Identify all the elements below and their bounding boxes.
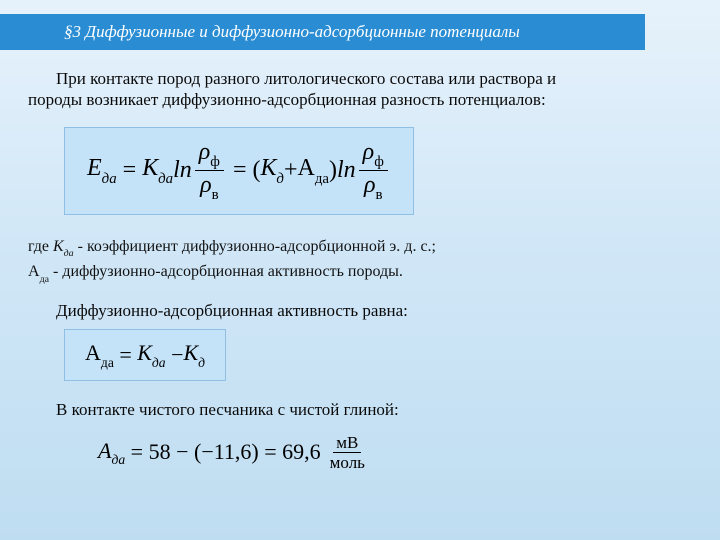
f1-A-sub: да xyxy=(315,171,329,187)
where-block: где Кда - коэффициент диффузионно-адсорб… xyxy=(28,235,692,286)
f2-K2-sub: д xyxy=(198,355,205,370)
where-k: К xyxy=(53,238,64,255)
f1-K-sub: да xyxy=(158,171,173,187)
f3-v2: −11,6 xyxy=(201,439,251,465)
section-title: §3 Диффузионные и диффузионно-адсорбцион… xyxy=(64,22,520,41)
f2-K1: К xyxy=(137,340,152,365)
f3-unit-top: мВ xyxy=(333,434,361,453)
f1-Kd: К xyxy=(260,155,276,181)
f2-K1-sub: да xyxy=(152,355,166,370)
intro-line2: породы возникает диффузионно-адсорбционн… xyxy=(28,89,692,110)
f1-rho-ts: ф xyxy=(210,154,220,170)
f1-rho-b: ρ xyxy=(200,172,212,198)
f3-v1: 58 xyxy=(149,439,171,465)
where-a-sub: да xyxy=(40,274,49,285)
f1-ln1: ln xyxy=(173,157,192,184)
f1-rho-b2: ρ xyxy=(364,172,376,198)
f2-K2: К xyxy=(184,340,199,365)
f1-rho-ts2: ф xyxy=(374,154,384,170)
formula-1-box: Eда = Кда ln ρф ρв = ( Кд + Ада ) ln ρф … xyxy=(64,127,414,215)
where-prefix: где xyxy=(28,238,53,255)
f1-Kd-sub: д xyxy=(276,171,284,187)
f1-rho-t2: ρ xyxy=(363,139,375,165)
formula-3: Ада = 58 − ( −11,6 ) = 69,6 мВ моль xyxy=(98,434,692,471)
f1-frac1: ρф ρв xyxy=(195,140,224,202)
f1-E-sub: да xyxy=(102,171,117,187)
f1-ln2: ln xyxy=(337,157,356,184)
f2-A-sub: да xyxy=(101,355,114,370)
f1-K: К xyxy=(142,155,158,181)
intro-line1: При контакте пород разного литологическо… xyxy=(28,68,692,89)
where-a: А xyxy=(28,263,40,280)
f3-unit-bot: моль xyxy=(327,453,368,471)
f1-E: E xyxy=(87,155,102,181)
f3-A: А xyxy=(98,438,111,463)
f1-A: А xyxy=(297,155,314,181)
f2-A: А xyxy=(85,340,101,365)
f1-rho-bs2: в xyxy=(376,187,383,203)
f3-res: 69,6 xyxy=(282,439,321,465)
f3-A-sub: да xyxy=(111,452,125,467)
f1-frac2: ρф ρв xyxy=(359,140,388,202)
f1-rho-t: ρ xyxy=(199,139,211,165)
sentence-2: Диффузионно-адсорбционная активность рав… xyxy=(28,300,692,321)
f1-rho-bs: в xyxy=(212,187,219,203)
sentence-3: В контакте чистого песчаника с чистой гл… xyxy=(28,399,692,420)
formula-2-box: Ада = Кда − Кд xyxy=(64,329,226,380)
f3-unit: мВ моль xyxy=(327,434,368,471)
formula-1: Eда = Кда ln ρф ρв = ( Кд + Ада ) ln ρф … xyxy=(87,140,391,202)
content-area: При контакте пород разного литологическо… xyxy=(0,50,720,471)
where-k-sub: да xyxy=(64,248,74,259)
where-k-text: - коэффициент диффузионно-адсорбционной … xyxy=(78,238,436,255)
section-header: §3 Диффузионные и диффузионно-адсорбцион… xyxy=(0,14,645,50)
where-a-text: - диффузионно-адсорбционная активность п… xyxy=(53,263,403,280)
formula-2: Ада = Кда − Кд xyxy=(85,340,205,369)
